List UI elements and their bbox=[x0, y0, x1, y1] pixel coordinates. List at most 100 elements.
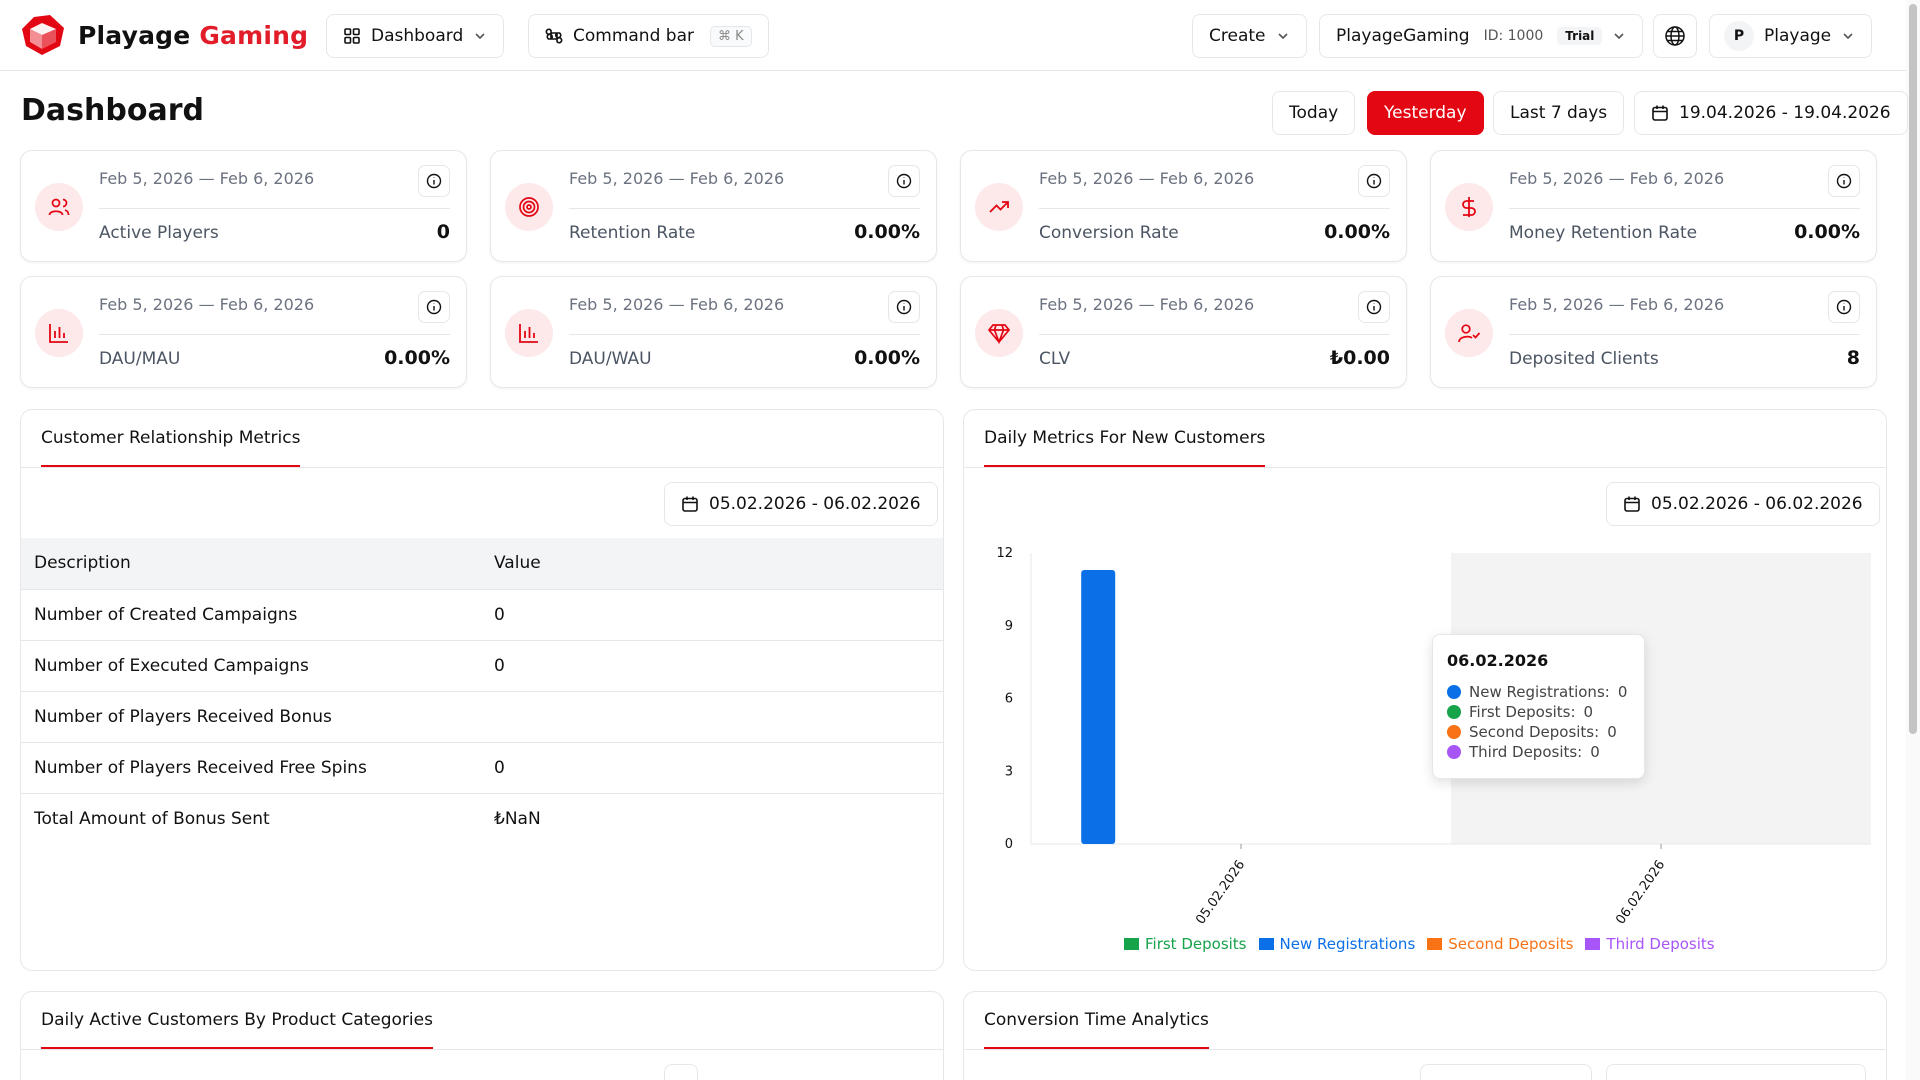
info-icon[interactable] bbox=[418, 165, 450, 197]
row-value: ₺NaN bbox=[481, 792, 943, 844]
create-label: Create bbox=[1209, 26, 1266, 46]
dashboard-menu-button[interactable]: Dashboard bbox=[326, 14, 505, 58]
scrollbar-thumb[interactable] bbox=[1909, 4, 1917, 734]
logo-cube-icon bbox=[22, 15, 64, 55]
kpi-value: 0.00% bbox=[1324, 221, 1390, 243]
info-icon[interactable] bbox=[418, 291, 450, 323]
legend-swatch bbox=[1585, 938, 1601, 950]
row-value bbox=[481, 690, 943, 742]
crm-date-picker[interactable]: 05.02.2026 - 06.02.2026 bbox=[664, 482, 938, 526]
tab-daily-active-customers[interactable]: Daily Active Customers By Product Catego… bbox=[41, 1010, 433, 1049]
row-value: 0 bbox=[481, 639, 943, 691]
kpi-card-dau-mau: Feb 5, 2026 — Feb 6, 2026 DAU/MAU 0.00% bbox=[20, 276, 467, 388]
crm-date-range: 05.02.2026 - 06.02.2026 bbox=[709, 494, 921, 514]
chevron-down-icon bbox=[1614, 33, 1624, 40]
organization-selector[interactable]: PlayageGaming ID: 1000 Trial bbox=[1319, 14, 1644, 58]
kpi-value: 0 bbox=[436, 221, 450, 243]
tooltip-row: Second Deposits: 0 bbox=[1447, 722, 1630, 742]
dashboard-menu-label: Dashboard bbox=[371, 26, 464, 46]
kpi-label: Deposited Clients bbox=[1509, 349, 1659, 369]
page-scrollbar[interactable] bbox=[1906, 0, 1920, 1080]
chevron-down-icon bbox=[1277, 33, 1288, 40]
row-description: Total Amount of Bonus Sent bbox=[21, 792, 481, 844]
kpi-date-range: Feb 5, 2026 — Feb 6, 2026 bbox=[1039, 295, 1255, 314]
tooltip-row: New Registrations: 0 bbox=[1447, 682, 1630, 702]
column-header-value: Value bbox=[481, 538, 943, 589]
y-tick-label: 12 bbox=[996, 546, 1013, 561]
brand-logo[interactable]: Playage Gaming bbox=[20, 14, 308, 56]
range-today-button[interactable]: Today bbox=[1272, 91, 1356, 135]
kpi-date-range: Feb 5, 2026 — Feb 6, 2026 bbox=[1509, 169, 1725, 188]
x-tick-label: 05.02.2026 bbox=[1193, 858, 1248, 928]
command-shortcut-badge: ⌘ K bbox=[709, 25, 752, 47]
target-icon bbox=[505, 183, 553, 231]
daily-metrics-chart: 0 3 6 9 12 05.02.2026 06.02.2026 bbox=[996, 546, 1871, 928]
range-yesterday-button[interactable]: Yesterday bbox=[1367, 91, 1484, 135]
command-bar-label: Command bar bbox=[573, 26, 694, 46]
kpi-label: CLV bbox=[1039, 349, 1071, 369]
calendar-icon bbox=[1624, 496, 1640, 512]
info-icon[interactable] bbox=[1358, 291, 1390, 323]
legend-dot bbox=[1447, 745, 1461, 759]
legend-item[interactable]: Third Deposits bbox=[1585, 935, 1715, 953]
kpi-card-deposited-clients: Feb 5, 2026 — Feb 6, 2026 Deposited Clie… bbox=[1430, 276, 1877, 388]
crm-panel: Customer Relationship Metrics 05.02.2026… bbox=[20, 409, 944, 971]
divider bbox=[569, 208, 920, 209]
kpi-label: Conversion Rate bbox=[1039, 223, 1179, 243]
tab-conversion-time-analytics[interactable]: Conversion Time Analytics bbox=[984, 1010, 1209, 1049]
user-menu-button[interactable]: P Playage bbox=[1709, 14, 1873, 58]
bar-chart-icon bbox=[35, 309, 83, 357]
table-row: Number of Executed Campaigns 0 bbox=[21, 639, 943, 691]
table-row: Number of Created Campaigns 0 bbox=[21, 588, 943, 640]
language-button[interactable] bbox=[1653, 14, 1697, 58]
date-picker-partial[interactable] bbox=[664, 1064, 698, 1080]
gem-icon bbox=[975, 309, 1023, 357]
kpi-date-range: Feb 5, 2026 — Feb 6, 2026 bbox=[99, 169, 315, 188]
row-description: Number of Players Received Free Spins bbox=[21, 741, 481, 793]
trial-badge: Trial bbox=[1557, 27, 1603, 45]
kpi-card-conversion-rate: Feb 5, 2026 — Feb 6, 2026 Conversion Rat… bbox=[960, 150, 1407, 262]
tab-customer-relationship-metrics[interactable]: Customer Relationship Metrics bbox=[41, 428, 301, 467]
kpi-date-range: Feb 5, 2026 — Feb 6, 2026 bbox=[569, 295, 785, 314]
legend-label: Second Deposits bbox=[1448, 935, 1574, 953]
daily-active-tabs: Daily Active Customers By Product Catego… bbox=[21, 992, 943, 1050]
legend-item[interactable]: Second Deposits bbox=[1427, 935, 1573, 953]
info-icon[interactable] bbox=[888, 291, 920, 323]
info-icon[interactable] bbox=[1828, 291, 1860, 323]
kpi-value: 8 bbox=[1846, 347, 1860, 369]
row-description: Number of Players Received Bonus bbox=[21, 690, 481, 742]
kpi-label: Money Retention Rate bbox=[1509, 223, 1698, 243]
tooltip-value: 0 bbox=[1617, 683, 1628, 701]
date-picker-partial[interactable] bbox=[1606, 1064, 1866, 1080]
tooltip-label: Second Deposits: bbox=[1469, 723, 1600, 741]
users-icon bbox=[35, 183, 83, 231]
create-button[interactable]: Create bbox=[1192, 14, 1307, 58]
tooltip-value: 0 bbox=[1607, 723, 1617, 741]
chart-tooltip: 06.02.2026 New Registrations: 0 First Dep… bbox=[1432, 634, 1645, 779]
avatar: P bbox=[1724, 21, 1754, 51]
divider bbox=[569, 334, 920, 335]
tooltip-value: 0 bbox=[1583, 703, 1594, 721]
y-tick-label: 3 bbox=[1005, 764, 1013, 779]
kpi-date-range: Feb 5, 2026 — Feb 6, 2026 bbox=[1039, 169, 1255, 188]
legend-item[interactable]: First Deposits bbox=[1124, 935, 1247, 953]
legend-item[interactable]: New Registrations bbox=[1258, 935, 1415, 953]
custom-range-button[interactable]: 19.04.2026 - 19.04.2026 bbox=[1634, 91, 1908, 135]
daily-date-picker[interactable]: 05.02.2026 - 06.02.2026 bbox=[1606, 482, 1880, 526]
info-icon[interactable] bbox=[1358, 165, 1390, 197]
grid-icon bbox=[344, 28, 360, 44]
y-tick-label: 6 bbox=[1005, 692, 1013, 707]
range-last-7-days-button[interactable]: Last 7 days bbox=[1493, 91, 1625, 135]
globe-icon bbox=[1665, 26, 1685, 46]
tab-daily-metrics-new-customers[interactable]: Daily Metrics For New Customers bbox=[984, 428, 1266, 467]
daily-active-customers-panel: Daily Active Customers By Product Catego… bbox=[20, 991, 944, 1080]
command-bar-button[interactable]: Command bar ⌘ K bbox=[528, 14, 769, 58]
info-icon[interactable] bbox=[888, 165, 920, 197]
tooltip-row: First Deposits: 0 bbox=[1447, 702, 1630, 722]
table-row: Total Amount of Bonus Sent ₺NaN bbox=[21, 792, 943, 844]
table-header-row: Description Value bbox=[21, 538, 943, 589]
select-partial[interactable] bbox=[1420, 1064, 1592, 1080]
kpi-value: 0.00% bbox=[1794, 221, 1860, 243]
tooltip-label: New Registrations: bbox=[1469, 683, 1610, 701]
info-icon[interactable] bbox=[1828, 165, 1860, 197]
